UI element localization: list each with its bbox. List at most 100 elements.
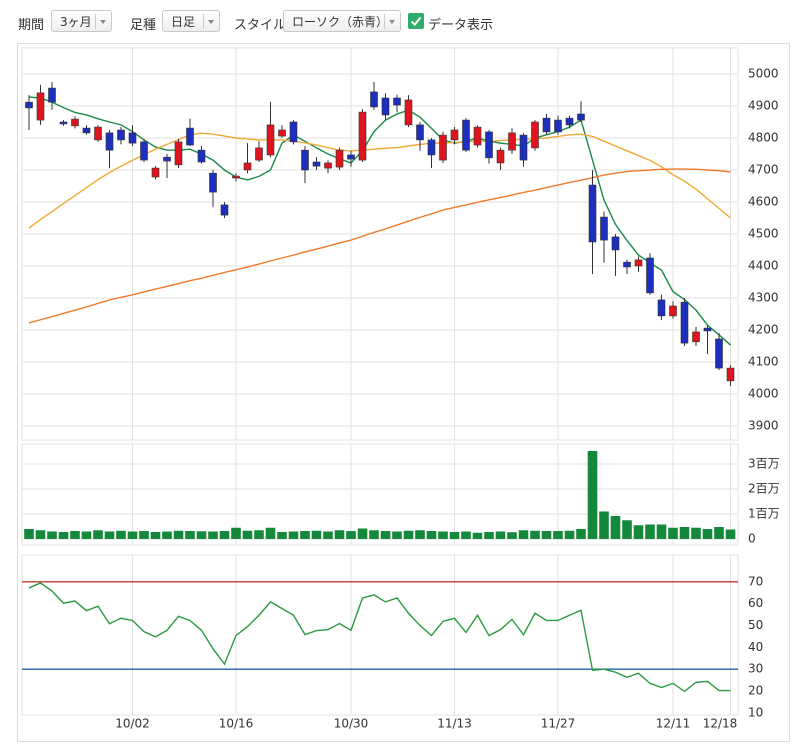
style-label: スタイル bbox=[234, 18, 287, 33]
candle-body bbox=[669, 305, 677, 317]
candle-body bbox=[600, 216, 608, 241]
candle-body bbox=[186, 127, 194, 146]
volume-bar bbox=[495, 531, 506, 539]
data-checkbox[interactable] bbox=[408, 13, 424, 29]
y-tick-label: 4300 bbox=[748, 291, 779, 305]
candle-body bbox=[151, 167, 160, 178]
candle-body bbox=[278, 129, 286, 137]
volume-bar bbox=[472, 532, 483, 539]
candle-body bbox=[381, 97, 390, 116]
volume-bar bbox=[357, 528, 368, 539]
candle-body bbox=[634, 259, 643, 267]
candle-body bbox=[197, 149, 206, 163]
volume-bar bbox=[116, 530, 126, 539]
panel-frame bbox=[21, 47, 739, 441]
candle-body bbox=[692, 331, 700, 343]
volume-bar bbox=[725, 529, 736, 539]
candle-body bbox=[174, 141, 183, 166]
candle-body bbox=[25, 101, 33, 109]
candle-body bbox=[427, 139, 436, 156]
candle-body bbox=[301, 149, 309, 171]
volume-bar bbox=[691, 527, 701, 539]
candle-body bbox=[439, 134, 447, 161]
toolbar: 期間 3ヶ月 足種 日足 スタイル ローソク（赤青） データ表示 bbox=[0, 0, 800, 40]
volume-bar bbox=[208, 531, 218, 539]
volume-bar bbox=[196, 531, 207, 539]
period-value: 3ヶ月 bbox=[60, 15, 92, 29]
volume-bar bbox=[288, 531, 299, 539]
style-value: ローソク（赤青） bbox=[292, 15, 389, 29]
rsi-line bbox=[28, 582, 731, 693]
candle-body bbox=[289, 121, 298, 143]
candle-body bbox=[715, 338, 723, 369]
bar-select[interactable]: 日足 bbox=[162, 10, 220, 32]
volume-bar bbox=[702, 529, 713, 539]
candle-body bbox=[117, 129, 125, 141]
volume-bar bbox=[265, 527, 276, 539]
candle-body bbox=[565, 117, 574, 126]
period-select[interactable]: 3ヶ月 bbox=[51, 10, 112, 32]
candle-body bbox=[416, 124, 424, 141]
candle-body bbox=[623, 261, 631, 268]
volume-bar bbox=[334, 530, 345, 539]
volume-bar bbox=[645, 524, 655, 539]
y-tick-label: 4500 bbox=[748, 227, 779, 241]
dropdown-arrow bbox=[95, 14, 111, 29]
y-tick-label: 60 bbox=[748, 596, 763, 610]
y-tick-label: 30 bbox=[748, 662, 763, 676]
volume-bar bbox=[518, 530, 529, 539]
candle-body bbox=[220, 204, 229, 216]
volume-bar bbox=[369, 530, 379, 539]
candle-body bbox=[335, 149, 344, 168]
volume-bar bbox=[58, 532, 69, 539]
y-tick-label: 4000 bbox=[748, 387, 779, 401]
candle-body bbox=[347, 154, 355, 160]
candle-body bbox=[140, 141, 148, 161]
candle-body bbox=[542, 117, 551, 133]
volume-bar bbox=[311, 530, 322, 539]
candle-body bbox=[508, 132, 516, 151]
volume-bar bbox=[484, 532, 494, 539]
volume-bar bbox=[127, 531, 138, 539]
volume-bar bbox=[254, 530, 264, 539]
candle-body bbox=[358, 111, 367, 161]
candle-body bbox=[393, 97, 401, 106]
x-tick-label: 12/18 bbox=[703, 717, 738, 731]
candle-body bbox=[255, 147, 263, 161]
candle-body bbox=[59, 121, 68, 125]
volume-bar bbox=[231, 527, 241, 539]
volume-bar bbox=[633, 525, 644, 539]
volume-bar bbox=[185, 531, 195, 539]
candle-body bbox=[473, 126, 482, 146]
y-tick-label: 10 bbox=[748, 705, 763, 719]
y-tick-label: 1百万 bbox=[748, 507, 780, 521]
candle-body bbox=[519, 134, 528, 161]
volume-bar bbox=[392, 531, 402, 539]
check-icon bbox=[410, 16, 422, 26]
y-tick-label: 4700 bbox=[748, 163, 779, 177]
x-tick-label: 10/16 bbox=[219, 717, 254, 731]
style-select[interactable]: ローソク（赤青） bbox=[283, 10, 401, 32]
volume-bar bbox=[242, 530, 253, 539]
panel-frame bbox=[21, 443, 739, 546]
volume-bar bbox=[656, 524, 667, 539]
candle-body bbox=[531, 121, 539, 149]
candle-body bbox=[554, 119, 562, 133]
y-tick-label: 4100 bbox=[748, 355, 779, 369]
candle-body bbox=[450, 129, 459, 141]
volume-bar bbox=[622, 520, 632, 539]
candle-body bbox=[404, 99, 413, 126]
candle-body bbox=[105, 132, 114, 151]
x-tick-label: 10/30 bbox=[334, 717, 369, 731]
y-tick-label: 4800 bbox=[748, 131, 779, 145]
volume-bar bbox=[564, 530, 575, 539]
y-tick-label: 50 bbox=[748, 618, 763, 632]
data-label: データ表示 bbox=[428, 18, 494, 33]
y-tick-label: 4900 bbox=[748, 99, 779, 113]
volume-bar bbox=[610, 516, 621, 539]
volume-bar bbox=[139, 531, 149, 539]
candle-body bbox=[163, 156, 171, 162]
candle-body bbox=[726, 367, 735, 382]
volume-bar bbox=[714, 527, 724, 539]
